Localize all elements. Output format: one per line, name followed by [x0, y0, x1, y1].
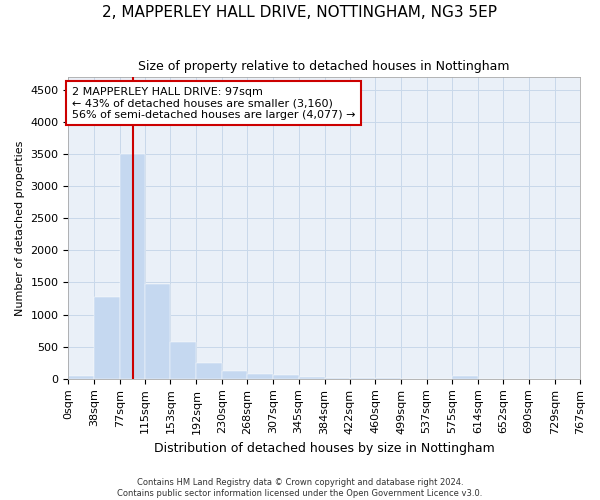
X-axis label: Distribution of detached houses by size in Nottingham: Distribution of detached houses by size …: [154, 442, 494, 455]
Bar: [94, 297, 120, 379]
Bar: [196, 363, 222, 379]
Bar: [145, 284, 170, 379]
Text: Contains HM Land Registry data © Crown copyright and database right 2024.
Contai: Contains HM Land Registry data © Crown c…: [118, 478, 482, 498]
Title: Size of property relative to detached houses in Nottingham: Size of property relative to detached ho…: [139, 60, 510, 73]
Bar: [222, 371, 247, 379]
Bar: [325, 378, 350, 379]
Bar: [350, 378, 375, 379]
Text: 2, MAPPERLEY HALL DRIVE, NOTTINGHAM, NG3 5EP: 2, MAPPERLEY HALL DRIVE, NOTTINGHAM, NG3…: [103, 5, 497, 20]
Bar: [120, 154, 145, 379]
Bar: [299, 376, 325, 379]
Bar: [170, 342, 196, 379]
Text: 2 MAPPERLEY HALL DRIVE: 97sqm
← 43% of detached houses are smaller (3,160)
56% o: 2 MAPPERLEY HALL DRIVE: 97sqm ← 43% of d…: [72, 86, 355, 120]
Bar: [273, 375, 299, 379]
Y-axis label: Number of detached properties: Number of detached properties: [15, 140, 25, 316]
Bar: [247, 374, 273, 379]
Bar: [68, 376, 94, 379]
Bar: [452, 376, 478, 379]
